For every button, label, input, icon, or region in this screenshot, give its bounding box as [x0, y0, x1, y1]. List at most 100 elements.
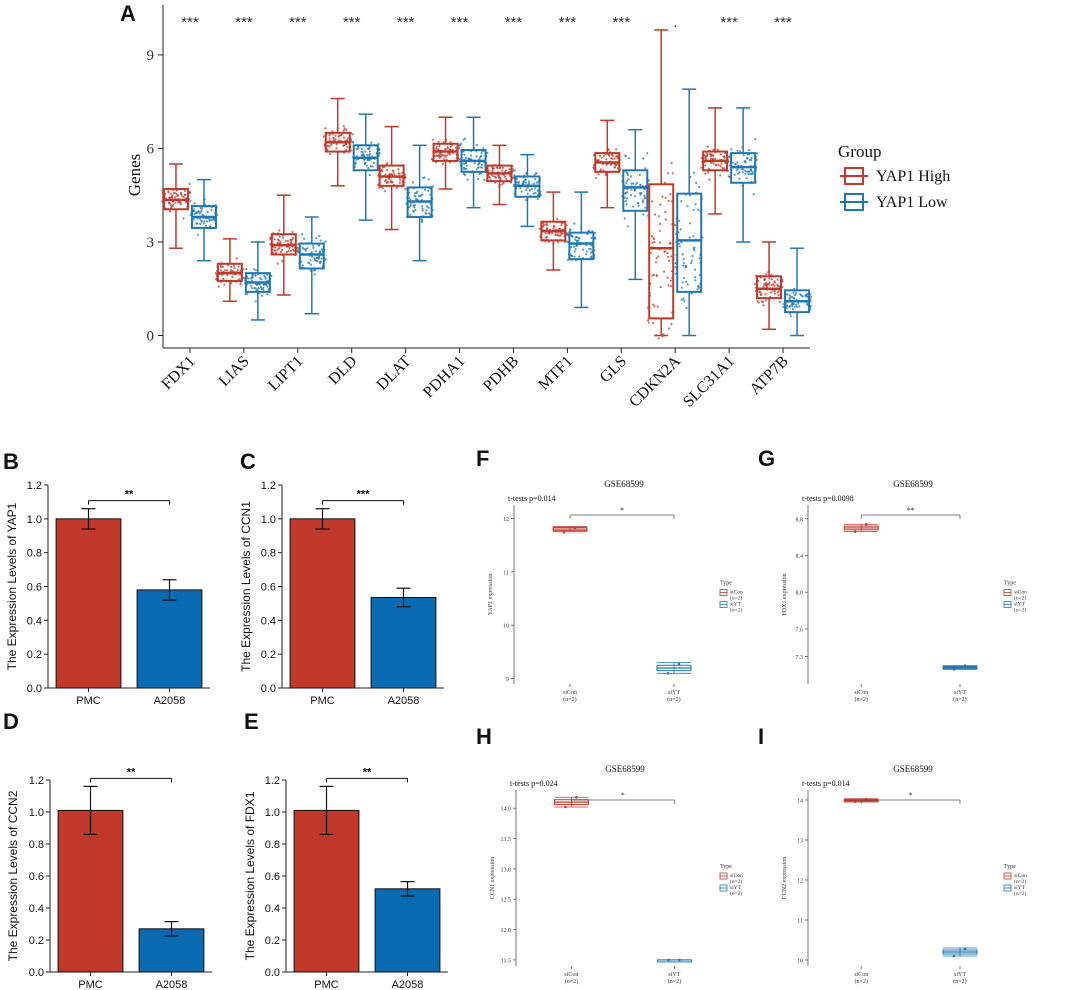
- data-point: [683, 299, 686, 302]
- data-point: [661, 195, 664, 198]
- data-point: [330, 143, 333, 147]
- y-tick-label: 0.8: [265, 839, 280, 851]
- data-point: [654, 261, 658, 264]
- y-tick-label: 0.0: [29, 967, 44, 979]
- data-point: [208, 219, 211, 222]
- x-tick-label: siCon: [854, 972, 868, 978]
- significance-mark: **: [363, 766, 372, 778]
- legend-n-label: (n=2): [730, 878, 742, 885]
- data-point: [793, 287, 796, 290]
- data-point: [690, 261, 693, 265]
- data-point: [754, 283, 757, 286]
- data-point: [475, 155, 478, 158]
- bar: [374, 888, 441, 973]
- data-point: [690, 259, 694, 262]
- data-point: [712, 162, 715, 165]
- data-point: [750, 169, 753, 172]
- panel-c-chart: 0.0 0.2 0.4 0.6 0.8 1.0 1.2 The Expression Leve…: [239, 480, 444, 707]
- data-point: [760, 300, 763, 303]
- data-point: [491, 167, 494, 170]
- data-point: [428, 213, 432, 216]
- data-point: [516, 181, 520, 184]
- y-axis-label: The Expression Levels of CCN2: [6, 790, 20, 961]
- data-point: [416, 190, 419, 193]
- data-point: [360, 150, 363, 153]
- data-point: [378, 148, 381, 151]
- data-point: [731, 161, 735, 164]
- data-point: [706, 153, 709, 156]
- x-tick-label: siYT: [668, 972, 680, 978]
- data-point: [600, 156, 604, 159]
- data-point: [262, 286, 265, 289]
- data-point: [477, 166, 480, 169]
- data-point: [398, 181, 401, 184]
- data-point: [480, 151, 483, 155]
- data-point: [345, 128, 348, 131]
- data-point: [737, 172, 740, 175]
- data-point: [658, 241, 662, 244]
- y-tick-label: 14.0: [501, 807, 512, 813]
- panel-b-chart: 0.0 0.2 0.4 0.6 0.8 1.0 1.2 The Expression Leve…: [5, 480, 210, 707]
- data-point: [696, 288, 699, 291]
- y-tick-label: 0.4: [29, 903, 44, 915]
- chart-title: GSE68599: [605, 764, 645, 774]
- x-tick-label: DLD: [325, 353, 360, 388]
- data-point: [437, 148, 440, 151]
- data-point: [575, 795, 578, 799]
- x-tick-label: ATP7B: [747, 353, 792, 398]
- panel-label-b: B: [3, 449, 19, 474]
- data-point: [791, 308, 795, 311]
- data-point: [646, 319, 650, 322]
- data-point: [496, 167, 499, 170]
- data-point: [707, 167, 710, 170]
- data-point: [750, 156, 753, 159]
- data-point: [795, 303, 798, 306]
- data-point: [738, 177, 741, 180]
- data-point: [534, 191, 537, 194]
- data-point: [442, 162, 445, 165]
- x-tick-label: A2058: [388, 695, 420, 707]
- data-point: [320, 257, 323, 260]
- data-point: [355, 158, 358, 161]
- data-point: [573, 222, 576, 225]
- data-point: [338, 139, 341, 142]
- data-point: [435, 146, 438, 149]
- data-point: [214, 272, 217, 275]
- box: [622, 169, 649, 212]
- data-point: [782, 305, 785, 308]
- data-point: [259, 277, 262, 280]
- significance-mark: *: [909, 791, 913, 800]
- data-point: [693, 249, 696, 252]
- box: [756, 275, 783, 300]
- y-tick-label: 0.0: [265, 967, 280, 979]
- y-tick-label: 1.0: [27, 514, 42, 526]
- data-point: [574, 238, 577, 241]
- data-point: [176, 195, 179, 198]
- data-point: [225, 269, 229, 272]
- data-point: [656, 305, 659, 308]
- data-point: [399, 178, 402, 181]
- data-point: [281, 248, 284, 252]
- data-point: [688, 236, 691, 239]
- data-point: [642, 213, 645, 216]
- data-point: [594, 237, 597, 240]
- panel-a-chart: 0 3 6 9 Genes FDX1 *** LIAS *** LIPT1 *** DLD *** DLA…: [125, 5, 950, 411]
- data-point: [712, 154, 715, 157]
- data-point: [551, 232, 554, 235]
- y-tick-label: 0.4: [27, 615, 42, 627]
- data-point: [744, 169, 747, 173]
- data-point: [335, 147, 338, 150]
- data-point: [723, 155, 726, 158]
- data-point: [482, 147, 485, 150]
- data-point: [659, 222, 662, 225]
- y-tick-label: 0.8: [261, 548, 276, 560]
- data-point: [458, 147, 461, 150]
- data-point: [538, 227, 541, 230]
- panel-label-e: E: [244, 709, 259, 734]
- data-point: [505, 177, 508, 181]
- data-point: [770, 273, 773, 276]
- data-point: [746, 170, 749, 173]
- data-point: [351, 133, 354, 136]
- x-tick-label: CDKN2A: [626, 352, 684, 410]
- data-point: [459, 144, 462, 147]
